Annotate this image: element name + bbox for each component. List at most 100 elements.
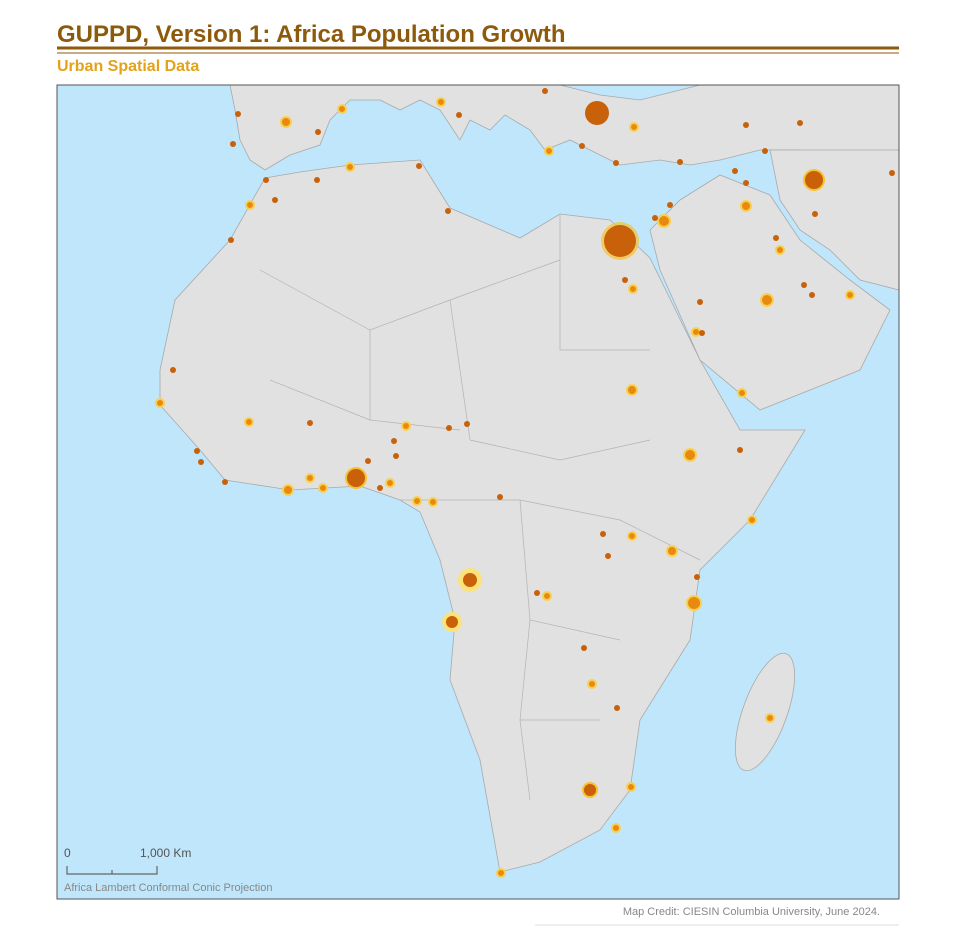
- city: [337, 104, 347, 114]
- city: [446, 616, 458, 628]
- city: [812, 211, 818, 217]
- city: [307, 420, 313, 426]
- city: [393, 453, 399, 459]
- city: [391, 438, 397, 444]
- city: [542, 591, 552, 601]
- city: [743, 122, 749, 128]
- arabia: [649, 174, 891, 411]
- city: [456, 112, 462, 118]
- city: [463, 573, 477, 587]
- city: [230, 141, 236, 147]
- city: [428, 497, 438, 507]
- city: [318, 483, 328, 493]
- city: [743, 180, 749, 186]
- city: [347, 469, 365, 487]
- city: [737, 447, 743, 453]
- city: [412, 496, 422, 506]
- city: [626, 782, 636, 792]
- city: [497, 494, 503, 500]
- city: [581, 645, 587, 651]
- city: [652, 215, 658, 221]
- city: [385, 478, 395, 488]
- city: [845, 290, 855, 300]
- city: [263, 177, 269, 183]
- city: [765, 713, 775, 723]
- city: [604, 225, 636, 257]
- city: [235, 111, 241, 117]
- country-borders: [259, 215, 701, 801]
- city: [155, 398, 165, 408]
- city: [600, 531, 606, 537]
- city: [773, 235, 779, 241]
- map: 0 1,000 Km Africa Lambert Conformal Coni…: [56, 84, 900, 900]
- city: [613, 160, 619, 166]
- city: [194, 448, 200, 454]
- scale-bar: 0 1,000 Km Africa Lambert Conformal Coni…: [64, 846, 272, 894]
- city: [345, 162, 355, 172]
- city: [272, 197, 278, 203]
- city: [889, 170, 895, 176]
- city: [436, 97, 446, 107]
- city: [797, 120, 803, 126]
- city: [365, 458, 371, 464]
- city: [245, 200, 255, 210]
- city: [614, 705, 620, 711]
- city: [315, 129, 321, 135]
- city: [760, 293, 774, 307]
- city: [280, 116, 292, 128]
- madagascar: [734, 652, 796, 772]
- scale-start: 0: [64, 846, 71, 860]
- map-frame: [56, 84, 900, 900]
- africa: [159, 159, 806, 873]
- city: [584, 784, 596, 796]
- city: [667, 202, 673, 208]
- city: [170, 367, 176, 373]
- city: [445, 208, 451, 214]
- city: [699, 330, 705, 336]
- city: [222, 479, 228, 485]
- city: [446, 425, 452, 431]
- city: [585, 101, 609, 125]
- city: [579, 143, 585, 149]
- city: [805, 171, 823, 189]
- city: [775, 245, 785, 255]
- city: [587, 679, 597, 689]
- title: GUPPD, Version 1: Africa Population Grow…: [57, 21, 566, 48]
- city: [626, 384, 638, 396]
- city: [747, 515, 757, 525]
- city: [605, 553, 611, 559]
- city: [737, 388, 747, 398]
- city-points: [155, 88, 895, 878]
- city: [464, 421, 470, 427]
- city: [809, 292, 815, 298]
- city: [228, 237, 234, 243]
- city: [801, 282, 807, 288]
- city: [666, 545, 678, 557]
- city: [377, 485, 383, 491]
- city: [611, 823, 621, 833]
- city: [305, 473, 315, 483]
- city: [622, 277, 628, 283]
- city: [198, 459, 204, 465]
- city: [732, 168, 738, 174]
- city: [762, 148, 768, 154]
- city: [282, 484, 294, 496]
- city: [534, 590, 540, 596]
- city: [544, 146, 554, 156]
- iran: [769, 149, 899, 291]
- city: [740, 200, 752, 212]
- city: [697, 299, 703, 305]
- city: [677, 159, 683, 165]
- scale-bar-line: [66, 866, 158, 875]
- city: [244, 417, 254, 427]
- city: [686, 595, 702, 611]
- city: [657, 214, 671, 228]
- city: [401, 421, 411, 431]
- city: [496, 868, 506, 878]
- city: [629, 122, 639, 132]
- city: [542, 88, 548, 94]
- city: [314, 177, 320, 183]
- projection: Africa Lambert Conformal Conic Projectio…: [64, 882, 272, 894]
- scale-end: 1,000 Km: [140, 846, 191, 860]
